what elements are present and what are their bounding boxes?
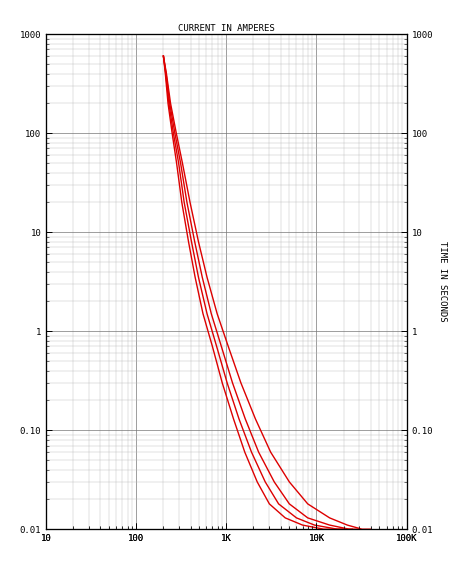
Y-axis label: TIME IN SECONDS: TIME IN SECONDS: [438, 241, 447, 322]
X-axis label: CURRENT IN AMPERES: CURRENT IN AMPERES: [178, 24, 275, 34]
